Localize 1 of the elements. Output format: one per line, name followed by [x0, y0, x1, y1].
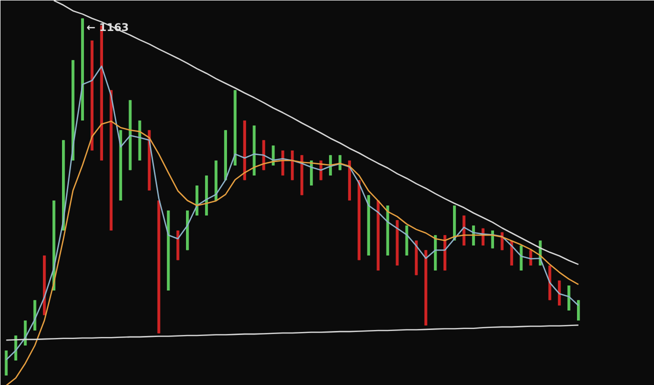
candlestick: [491, 230, 494, 249]
